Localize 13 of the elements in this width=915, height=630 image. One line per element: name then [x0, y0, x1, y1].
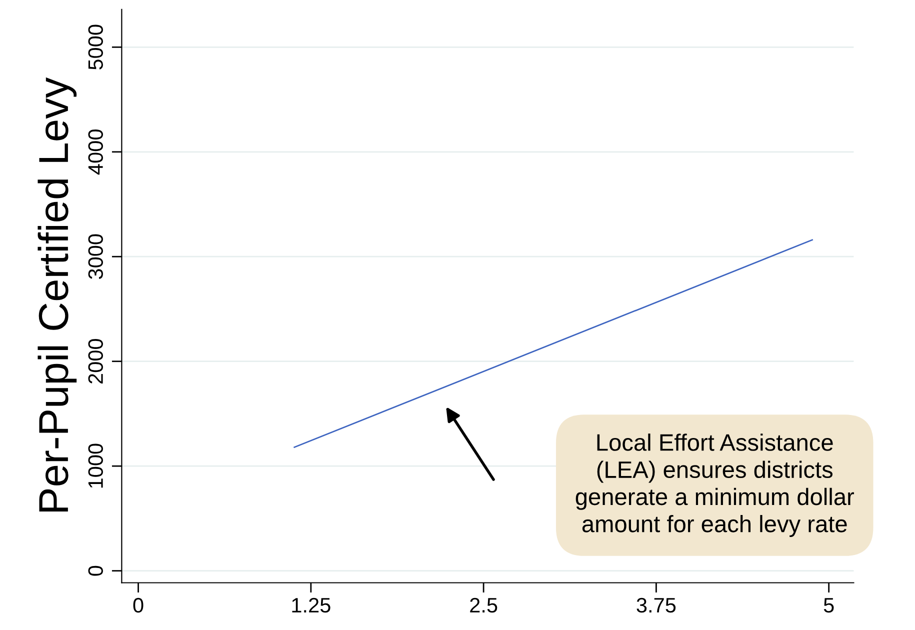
y-tick-label: 0	[88, 566, 103, 576]
y-tick-label: 5000	[88, 24, 103, 70]
y-tick-label: 2000	[88, 338, 103, 384]
annotation: Local Effort Assistance (LEA) ensures districts generate a minimum dollar amount for each levy rate	[576, 434, 854, 538]
y-axis-title: Per-Pupil Certified Levy	[38, 77, 77, 512]
y-tick-label: 3000	[88, 234, 103, 279]
x-tick-label: 0	[133, 598, 144, 613]
x-tick-label: 2.5	[470, 598, 498, 613]
x-tick-label: 5	[824, 598, 834, 613]
y-tick-label: 4000	[88, 130, 103, 175]
x-tick-label: 3.75	[636, 598, 676, 613]
x-tick-label: 1.25	[292, 598, 330, 613]
y-tick-label: 1000	[88, 444, 103, 488]
